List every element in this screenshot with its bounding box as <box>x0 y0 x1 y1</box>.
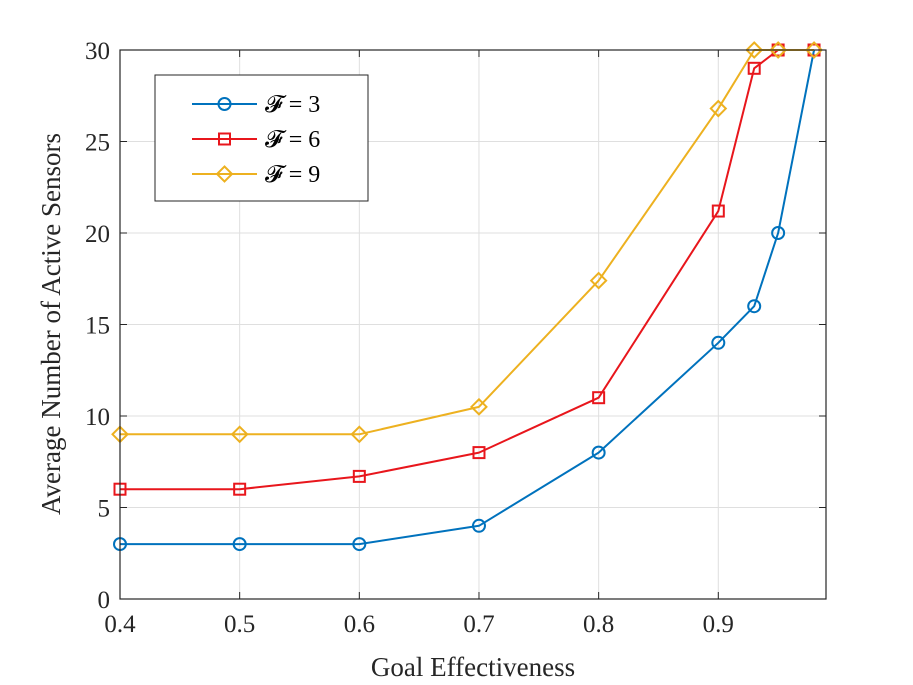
legend-marker <box>215 165 234 183</box>
data-point <box>233 482 247 496</box>
legend-entry: 𝓕 = 6 <box>192 127 320 153</box>
data-point <box>352 537 367 552</box>
legend-marker <box>217 97 232 111</box>
data-point <box>747 61 761 75</box>
data-point <box>471 518 486 533</box>
data-point <box>591 445 606 460</box>
legend: 𝓕 = 3 𝓕 = 6 𝓕 = 9 <box>154 74 369 202</box>
x-tick-label: 0.9 <box>703 611 734 638</box>
legend-label: 𝓕 = 3 <box>265 92 320 118</box>
y-tick-label: 5 <box>98 496 111 523</box>
y-tick-label: 10 <box>85 404 110 431</box>
x-tick-label: 0.4 <box>104 611 136 638</box>
data-point <box>232 537 247 552</box>
legend-marker <box>218 132 231 146</box>
legend-entry: 𝓕 = 9 <box>192 162 320 188</box>
data-point <box>230 425 249 444</box>
data-point <box>805 41 823 59</box>
data-point <box>747 299 762 314</box>
data-point <box>745 41 764 59</box>
y-tick-label: 25 <box>85 130 110 157</box>
y-axis-label: Average Number of Active Sensors <box>36 133 66 515</box>
legend-entry: 𝓕 = 3 <box>192 92 320 118</box>
y-tick-label: 30 <box>85 38 110 65</box>
x-tick-label: 0.6 <box>344 611 375 638</box>
x-tick-label: 0.7 <box>463 611 494 638</box>
x-tick-label: 0.8 <box>583 611 614 638</box>
data-point <box>352 469 366 483</box>
legend-label: 𝓕 = 6 <box>265 127 320 153</box>
data-point <box>350 425 369 444</box>
series-line <box>120 49 815 491</box>
data-point <box>771 226 786 240</box>
y-tick-label: 15 <box>85 313 110 340</box>
y-tick-labels: 0 5 10 15 20 25 30 <box>85 38 110 614</box>
data-point <box>470 397 488 416</box>
x-axis-label: Goal Effectiveness <box>371 652 575 682</box>
series-line <box>120 49 816 546</box>
data-point <box>592 391 606 405</box>
data-point <box>711 204 725 218</box>
x-tick-labels: 0.4 0.5 0.6 0.7 0.8 0.9 <box>104 611 734 638</box>
y-tick-label: 0 <box>98 587 111 614</box>
data-point <box>709 99 728 118</box>
legend-box <box>154 74 369 202</box>
data-point <box>589 271 608 290</box>
legend-label: 𝓕 = 9 <box>265 162 320 188</box>
data-point <box>472 446 486 460</box>
data-point <box>711 335 726 350</box>
x-tick-label: 0.5 <box>224 611 255 638</box>
data-point <box>769 41 788 59</box>
plot-frame <box>119 49 827 600</box>
y-tick-label: 20 <box>85 221 110 248</box>
